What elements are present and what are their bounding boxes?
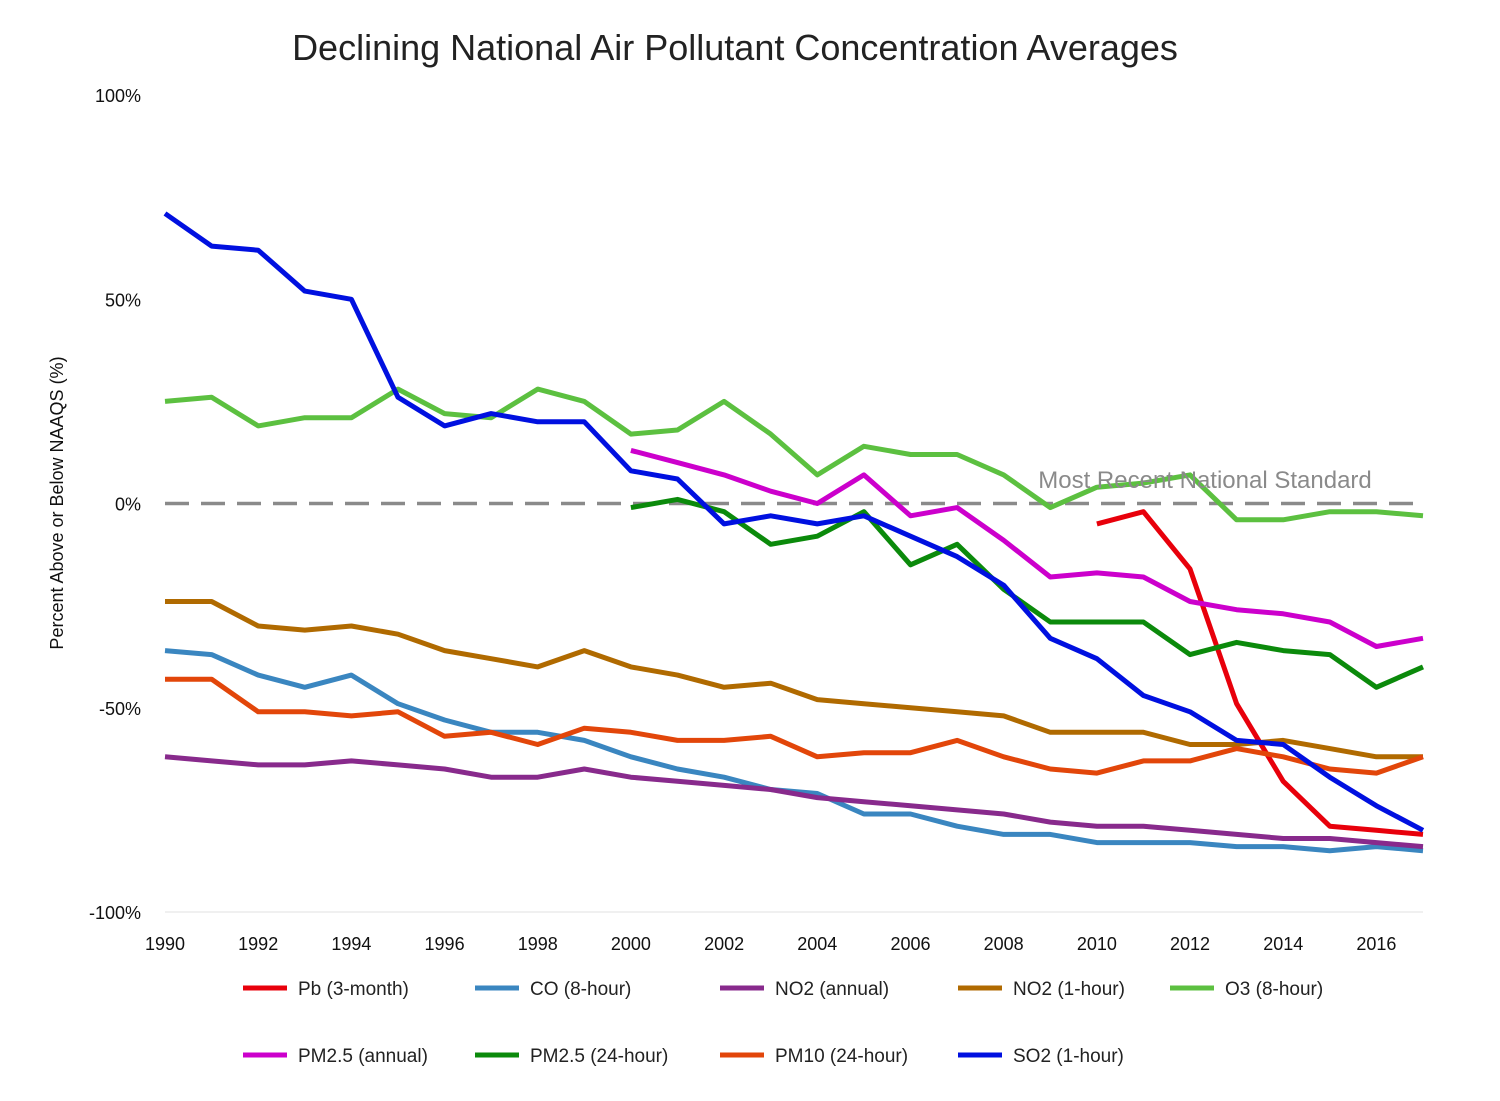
x-tick-label: 2010 xyxy=(1077,934,1117,954)
x-tick-label: 2006 xyxy=(890,934,930,954)
x-axis-ticks: 1990 1992 1994 1996 1998 2000 2002 2004 2006 2008… xyxy=(145,934,1396,954)
series-line-so2-1-hour xyxy=(163,211,1425,833)
y-axis-label: Percent Above or Below NAAQS (%) xyxy=(47,356,67,649)
series-line-pb-3-month xyxy=(1096,509,1424,837)
chart-title: Declining National Air Pollutant Concent… xyxy=(292,27,1178,68)
legend-item: O3 (8-hour) xyxy=(1170,979,1323,1000)
x-tick-label: 2016 xyxy=(1356,934,1396,954)
legend-label: O3 (8-hour) xyxy=(1225,979,1323,1000)
series-line-pm10-24-hour xyxy=(165,676,1424,776)
legend-item: SO2 (1-hour) xyxy=(958,1046,1124,1067)
legend-item: NO2 (1-hour) xyxy=(958,979,1125,1000)
legend-label: Pb (3-month) xyxy=(298,979,409,1000)
series-line-pm2-5-24-hour xyxy=(630,496,1425,690)
series-lines xyxy=(163,211,1425,854)
x-tick-label: 2000 xyxy=(611,934,651,954)
x-tick-label: 1990 xyxy=(145,934,185,954)
legend-item: PM2.5 (annual) xyxy=(243,1046,428,1067)
x-tick-label: 2012 xyxy=(1170,934,1210,954)
x-tick-label: 1992 xyxy=(238,934,278,954)
series-line-pm2-5-annual xyxy=(630,447,1424,649)
x-tick-label: 1994 xyxy=(331,934,371,954)
legend-item: PM2.5 (24-hour) xyxy=(475,1046,668,1067)
y-tick-label: 0% xyxy=(115,495,141,515)
legend-label: CO (8-hour) xyxy=(530,979,631,1000)
y-tick-label: -100% xyxy=(89,903,141,923)
legend-label: SO2 (1-hour) xyxy=(1013,1046,1124,1067)
legend: Pb (3-month) CO (8-hour) NO2 (annual) NO2 (… xyxy=(243,979,1323,1067)
y-tick-label: -50% xyxy=(99,699,141,719)
legend-item: PM10 (24-hour) xyxy=(720,1046,908,1067)
legend-label: PM2.5 (annual) xyxy=(298,1046,428,1067)
legend-item: NO2 (annual) xyxy=(720,979,889,1000)
x-tick-label: 2008 xyxy=(984,934,1024,954)
y-tick-label: 100% xyxy=(95,86,141,106)
series-line-o3-8-hour xyxy=(164,386,1424,523)
x-tick-label: 2004 xyxy=(797,934,837,954)
y-axis-ticks: 100% 50% 0% -50% -100% xyxy=(89,86,141,923)
legend-item: CO (8-hour) xyxy=(475,979,631,1000)
x-tick-label: 2014 xyxy=(1263,934,1303,954)
series-line-no2-1-hour xyxy=(165,599,1423,760)
x-tick-label: 2002 xyxy=(704,934,744,954)
legend-label: PM2.5 (24-hour) xyxy=(530,1046,668,1067)
legend-item: Pb (3-month) xyxy=(243,979,409,1000)
x-tick-label: 1998 xyxy=(518,934,558,954)
legend-label: NO2 (1-hour) xyxy=(1013,979,1125,1000)
legend-label: PM10 (24-hour) xyxy=(775,1046,908,1067)
legend-label: NO2 (annual) xyxy=(775,979,889,1000)
reference-line-label: Most Recent National Standard xyxy=(1038,467,1372,494)
x-tick-label: 1996 xyxy=(425,934,465,954)
series-line-no2-annual xyxy=(164,754,1424,850)
y-tick-label: 50% xyxy=(105,290,141,310)
